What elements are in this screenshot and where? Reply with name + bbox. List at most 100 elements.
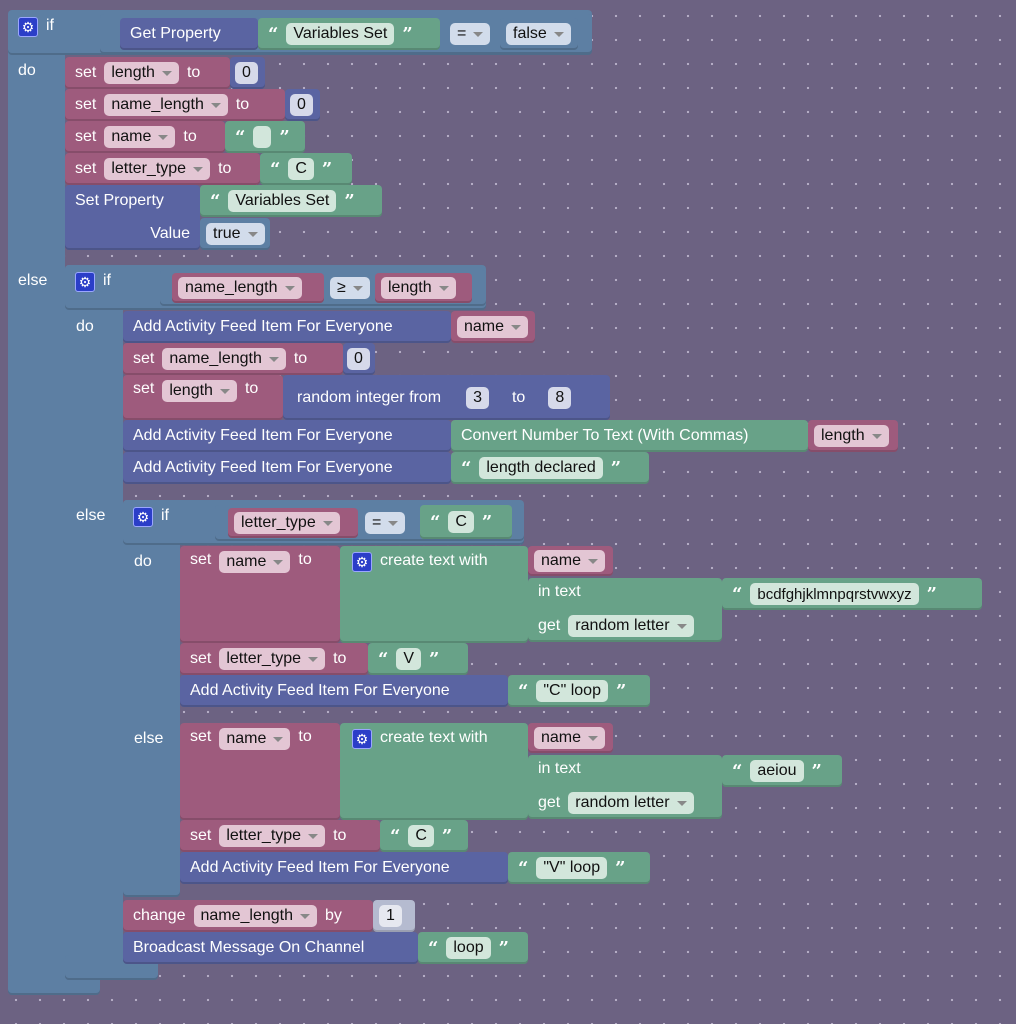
number-block[interactable]: 0 — [343, 343, 375, 375]
text-field[interactable]: C — [408, 825, 434, 847]
operator-dropdown[interactable]: = — [450, 23, 491, 45]
mode-dropdown[interactable]: random letter — [568, 615, 694, 637]
get-property-block[interactable]: Get Property — [120, 18, 258, 50]
set-length-block[interactable]: set length to — [65, 57, 230, 89]
text-field[interactable]: Variables Set — [228, 190, 337, 212]
text-field[interactable]: length declared — [479, 457, 603, 479]
text-block[interactable]: “ loop ” — [418, 932, 528, 964]
text-field[interactable]: C — [288, 158, 314, 180]
variable-dropdown[interactable]: letter_type — [104, 158, 211, 180]
variable-dropdown[interactable]: name — [534, 727, 606, 749]
set-name-length-block[interactable]: set name_length to — [65, 89, 285, 121]
text-block[interactable]: “ C ” — [380, 820, 468, 852]
variable-block[interactable]: name — [451, 311, 535, 343]
variable-block[interactable]: length — [808, 420, 898, 452]
variable-block[interactable]: name — [528, 546, 613, 576]
if-block-outer[interactable] — [8, 10, 65, 995]
boolean-dropdown[interactable]: true — [206, 223, 265, 245]
number-shadow-block[interactable]: 1 — [373, 900, 415, 932]
number-field[interactable]: 1 — [379, 905, 402, 927]
broadcast-block[interactable]: Broadcast Message On Channel — [123, 932, 418, 964]
set-name-block[interactable]: set name to — [65, 121, 225, 153]
variable-block[interactable]: name_length — [172, 273, 324, 303]
variable-dropdown[interactable]: name — [219, 551, 291, 573]
text-field[interactable]: Variables Set — [286, 23, 395, 45]
get-letter-block[interactable]: in text get random letter — [528, 578, 722, 642]
variable-dropdown[interactable]: name_length — [104, 94, 228, 116]
text-field[interactable]: bcdfghjklmnpqrstvwxyz — [750, 583, 919, 605]
if-block-2[interactable] — [65, 265, 123, 980]
if-block-3[interactable] — [123, 500, 180, 897]
create-text-block[interactable]: ⚙ create text with — [340, 546, 528, 643]
number-field[interactable]: 0 — [290, 94, 313, 116]
text-field[interactable]: "V" loop — [536, 857, 608, 879]
number-field[interactable]: 8 — [548, 386, 572, 409]
add-activity-feed-block[interactable]: Add Activity Feed Item For Everyone — [180, 675, 508, 707]
text-block[interactable]: “ C ” — [260, 153, 352, 185]
variable-dropdown[interactable]: length — [104, 62, 179, 84]
number-block[interactable]: 0 — [285, 89, 320, 121]
text-block[interactable]: “ Variables Set ” — [258, 18, 440, 50]
number-field[interactable]: 0 — [347, 348, 370, 370]
text-block[interactable]: “ Variables Set ” — [200, 185, 382, 217]
boolean-dropdown[interactable]: false — [506, 23, 571, 45]
variable-block[interactable]: name — [528, 723, 613, 753]
set-name-block[interactable]: set name to — [180, 723, 340, 820]
text-field[interactable]: V — [396, 648, 422, 670]
convert-number-block[interactable]: Convert Number To Text (With Commas) — [451, 420, 808, 452]
boolean-block[interactable]: true — [200, 218, 270, 250]
set-property-block[interactable]: Set Property Value — [65, 185, 200, 250]
text-block[interactable]: “ bcdfghjklmnpqrstvwxyz ” — [722, 578, 982, 610]
add-activity-feed-block[interactable]: Add Activity Feed Item For Everyone — [123, 311, 451, 343]
add-activity-feed-block[interactable]: Add Activity Feed Item For Everyone — [180, 852, 508, 884]
operator-dropdown[interactable]: = — [365, 512, 406, 534]
text-field[interactable]: aeiou — [750, 760, 804, 782]
variable-dropdown[interactable]: length — [814, 425, 889, 447]
variable-dropdown[interactable]: length — [381, 277, 456, 299]
change-name-length-block[interactable]: change name_length by — [123, 900, 373, 932]
add-activity-feed-block[interactable]: Add Activity Feed Item For Everyone — [123, 452, 451, 484]
text-block[interactable]: “ C ” — [420, 505, 512, 539]
number-block[interactable]: 0 — [230, 57, 265, 89]
text-block[interactable]: “ "V" loop ” — [508, 852, 650, 884]
set-letter-type-block[interactable]: set letter_type to — [65, 153, 260, 185]
gear-icon[interactable]: ⚙ — [75, 272, 95, 292]
set-length-block[interactable]: set length to — [123, 375, 283, 420]
number-block[interactable]: 8 — [543, 381, 577, 414]
gear-icon[interactable]: ⚙ — [18, 17, 38, 37]
number-block[interactable]: 3 — [461, 381, 494, 414]
text-block[interactable]: “ length declared ” — [451, 452, 649, 484]
create-text-block[interactable]: ⚙ create text with — [340, 723, 528, 820]
text-field[interactable]: C — [448, 511, 474, 533]
set-name-length-block[interactable]: set name_length to — [123, 343, 343, 375]
text-block[interactable]: “ "C" loop ” — [508, 675, 650, 707]
text-field[interactable]: loop — [446, 937, 491, 959]
variable-dropdown[interactable]: name — [219, 728, 291, 750]
variable-dropdown[interactable]: length — [162, 380, 237, 402]
variable-dropdown[interactable]: name — [534, 550, 606, 572]
text-block[interactable]: “” — [225, 121, 305, 153]
variable-dropdown[interactable]: letter_type — [219, 825, 326, 847]
mode-dropdown[interactable]: random letter — [568, 792, 694, 814]
variable-dropdown[interactable]: name_length — [193, 905, 318, 927]
boolean-block[interactable]: false — [500, 18, 578, 50]
number-field[interactable]: 3 — [466, 386, 489, 409]
gear-icon[interactable]: ⚙ — [352, 729, 372, 749]
set-letter-type-block[interactable]: set letter_type to — [180, 820, 380, 852]
get-letter-block[interactable]: in text get random letter — [528, 755, 722, 819]
random-integer-block[interactable]: random integer from 3 to 8 — [283, 375, 610, 420]
gear-icon[interactable]: ⚙ — [133, 507, 153, 527]
variable-dropdown[interactable]: name_length — [162, 348, 286, 370]
set-letter-type-block[interactable]: set letter_type to — [180, 643, 368, 675]
variable-block[interactable]: letter_type — [228, 508, 358, 538]
text-field[interactable] — [253, 126, 272, 148]
set-name-block[interactable]: set name to — [180, 546, 340, 643]
text-block[interactable]: “ V ” — [368, 643, 468, 675]
text-block[interactable]: “ aeiou ” — [722, 755, 842, 787]
variable-dropdown[interactable]: name — [457, 316, 529, 338]
gear-icon[interactable]: ⚙ — [352, 552, 372, 572]
variable-dropdown[interactable]: name_length — [178, 277, 302, 299]
variable-dropdown[interactable]: name — [104, 126, 176, 148]
operator-dropdown[interactable]: ≥ — [330, 277, 370, 299]
